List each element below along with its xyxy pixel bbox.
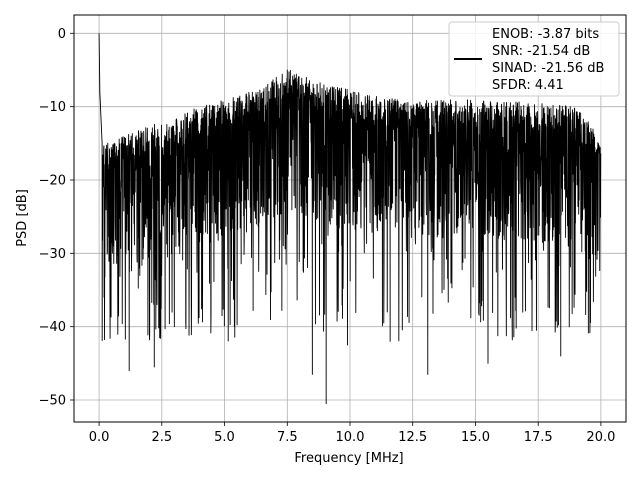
x-axis-ticks: 0.0 2.5 5.0 7.5 10.0 12.5 15.0 17.5 20.0 [89,422,615,445]
x-tick-label: 17.5 [524,430,553,445]
y-axis-label: PSD [dB] [15,189,30,247]
y-tick-label: −20 [39,174,66,189]
x-tick-label: 0.0 [89,430,110,445]
x-tick-label: 20.0 [586,430,615,445]
legend-sfdr: SFDR: 4.41 [492,78,564,93]
psd-trace [98,33,602,405]
psd-series [98,33,602,405]
y-tick-label: 0 [58,27,66,42]
y-axis-ticks: 0 −10 −20 −30 −40 −50 [39,27,74,409]
legend-snr: SNR: -21.54 dB [492,44,590,59]
x-tick-label: 10.0 [336,430,365,445]
x-tick-label: 15.0 [461,430,490,445]
legend-sinad: SINAD: -21.56 dB [492,61,604,76]
legend-enob: ENOB: -3.87 bits [492,27,599,42]
y-tick-label: −40 [39,320,66,335]
x-tick-label: 12.5 [398,430,427,445]
legend: ENOB: -3.87 bits SNR: -21.54 dB SINAD: -… [448,21,620,97]
x-tick-label: 7.5 [277,430,298,445]
y-tick-label: −10 [39,100,66,115]
legend-box [448,21,620,97]
y-tick-label: −30 [39,247,66,262]
x-tick-label: 2.5 [151,430,172,445]
x-tick-label: 5.0 [214,430,235,445]
y-tick-label: −50 [39,394,66,409]
x-axis-label: Frequency [MHz] [294,451,403,466]
